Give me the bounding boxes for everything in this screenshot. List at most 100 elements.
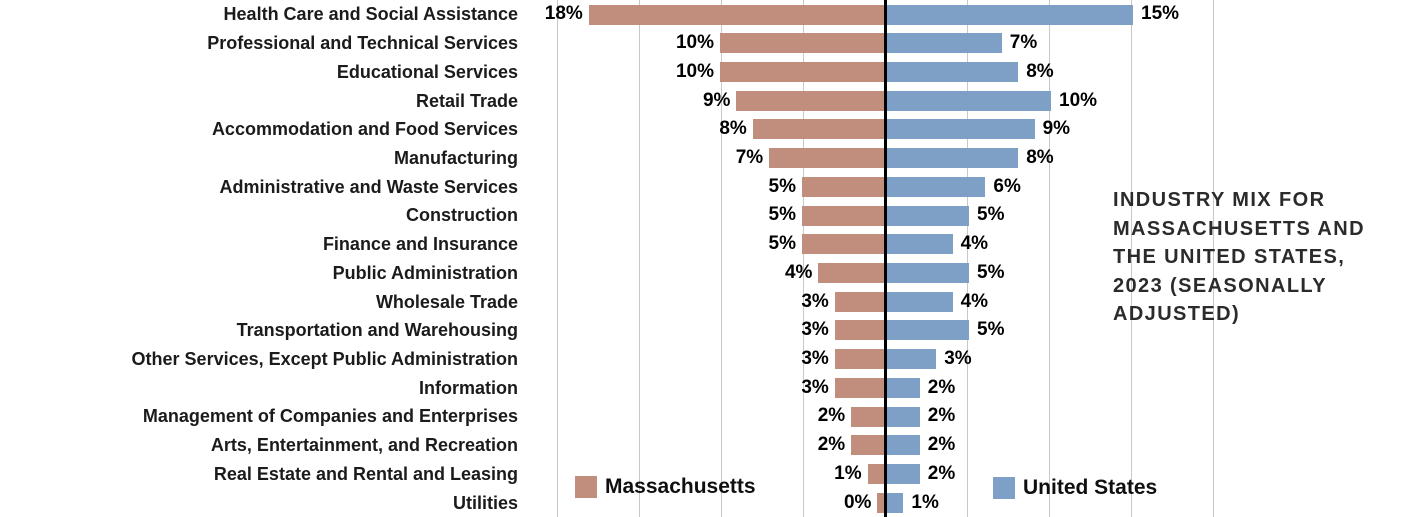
value-label-massachusetts: 9%: [702, 89, 731, 111]
massachusetts-swatch-icon: [575, 476, 597, 498]
value-label-united-states: 2%: [927, 434, 956, 456]
category-label: Accommodation and Food Services: [211, 119, 518, 140]
value-label-massachusetts: 2%: [817, 405, 846, 427]
bar-massachusetts: [588, 4, 884, 25]
bar-united-states: [887, 119, 1035, 140]
value-label-massachusetts: 7%: [735, 146, 764, 168]
bar-united-states: [887, 464, 920, 485]
value-label-united-states: 3%: [944, 348, 972, 370]
bar-united-states: [887, 90, 1051, 111]
value-label-united-states: 2%: [927, 405, 956, 427]
value-label-massachusetts: 5%: [768, 175, 796, 197]
value-label-massachusetts: 18%: [544, 3, 583, 25]
value-label-massachusetts: 3%: [801, 376, 829, 398]
bar-massachusetts: [769, 148, 884, 169]
category-label: Educational Services: [336, 61, 518, 82]
category-label: Professional and Technical Services: [207, 33, 518, 54]
bar-massachusetts: [834, 377, 884, 398]
bar-united-states: [887, 492, 904, 513]
bar-united-states: [887, 33, 1002, 54]
chart-title-line: INDUSTRY MIX FOR: [1113, 189, 1326, 211]
value-label-massachusetts: 5%: [768, 233, 796, 255]
value-label-massachusetts: 3%: [801, 348, 829, 370]
value-label-united-states: 9%: [1042, 118, 1071, 140]
value-label-massachusetts: 1%: [834, 462, 862, 484]
category-label: Real Estate and Rental and Leasing: [213, 463, 518, 484]
value-label-massachusetts: 5%: [768, 204, 796, 226]
value-label-massachusetts: 3%: [801, 290, 829, 312]
bar-united-states: [887, 349, 937, 370]
chart-title-line: 2023 (SEASONALLY: [1113, 274, 1327, 297]
bar-massachusetts: [851, 406, 884, 427]
zero-axis-line: [883, 0, 887, 517]
chart-title-line: MASSACHUSETTS AND: [1113, 217, 1365, 240]
bar-united-states: [887, 320, 969, 341]
value-label-massachusetts: 0%: [843, 491, 872, 513]
value-label-massachusetts: 3%: [801, 319, 829, 341]
category-label: Public Administration: [332, 262, 518, 283]
value-label-united-states: 5%: [977, 204, 1005, 226]
bar-massachusetts: [802, 234, 884, 255]
gridline--5pct: [803, 0, 804, 517]
bar-united-states: [887, 377, 920, 398]
value-label-massachusetts: 2%: [817, 434, 846, 456]
value-label-united-states: 6%: [993, 175, 1021, 197]
gridline-10pct: [1049, 0, 1050, 517]
bar-massachusetts: [867, 464, 884, 485]
bar-massachusetts: [877, 492, 884, 513]
gridline-15pct: [1131, 0, 1132, 517]
category-label: Transportation and Warehousing: [236, 320, 518, 341]
gridline--20pct: [557, 0, 558, 517]
value-label-united-states: 10%: [1059, 89, 1098, 111]
legend-label-united-states: United States: [1023, 476, 1158, 499]
gridline--15pct: [639, 0, 640, 517]
value-label-massachusetts: 10%: [675, 60, 714, 82]
chart-title-line: ADJUSTED): [1113, 303, 1241, 325]
category-label: Finance and Insurance: [322, 234, 518, 255]
category-label: Construction: [406, 205, 518, 226]
category-label: Wholesale Trade: [375, 291, 518, 312]
gridline--10pct: [721, 0, 722, 517]
bar-united-states: [887, 205, 969, 226]
bar-united-states: [887, 263, 969, 283]
united-states-swatch-icon: [993, 477, 1015, 499]
bar-united-states: [887, 406, 920, 427]
gridline-5pct: [967, 0, 968, 517]
bar-massachusetts: [736, 90, 884, 111]
category-label: Utilities: [452, 492, 518, 513]
category-label: Administrative and Waste Services: [219, 176, 518, 197]
bar-united-states: [887, 234, 953, 255]
legend-label-massachusetts: Massachusetts: [605, 475, 756, 498]
bar-united-states: [887, 61, 1019, 82]
category-label: Retail Trade: [415, 90, 518, 111]
value-label-united-states: 5%: [977, 319, 1005, 341]
value-label-massachusetts: 8%: [719, 118, 747, 140]
bar-massachusetts: [818, 263, 884, 283]
category-label: Information: [419, 377, 518, 398]
category-label: Management of Companies and Enterprises: [142, 406, 518, 427]
value-label-united-states: 1%: [911, 491, 939, 513]
bar-united-states: [887, 435, 920, 456]
bar-massachusetts: [720, 61, 884, 82]
value-label-united-states: 8%: [1026, 60, 1054, 82]
value-label-united-states: 4%: [960, 290, 989, 312]
bar-massachusetts: [720, 33, 884, 54]
bar-massachusetts: [834, 349, 884, 370]
value-label-massachusetts: 10%: [675, 32, 714, 54]
bar-massachusetts: [802, 176, 884, 197]
bar-united-states: [887, 176, 986, 197]
bar-massachusetts: [802, 205, 884, 226]
gridline-20pct: [1213, 0, 1214, 517]
value-label-united-states: 7%: [1009, 32, 1038, 54]
category-label: Other Services, Except Public Administra…: [131, 349, 518, 370]
category-label: Arts, Entertainment, and Recreation: [210, 435, 518, 456]
value-label-united-states: 15%: [1141, 3, 1180, 25]
bar-massachusetts: [752, 119, 884, 140]
bar-massachusetts: [851, 435, 884, 456]
category-label: Health Care and Social Assistance: [223, 4, 518, 25]
bar-massachusetts: [834, 320, 884, 341]
bar-united-states: [887, 4, 1133, 25]
value-label-united-states: 4%: [960, 233, 989, 255]
value-label-united-states: 8%: [1026, 146, 1054, 168]
